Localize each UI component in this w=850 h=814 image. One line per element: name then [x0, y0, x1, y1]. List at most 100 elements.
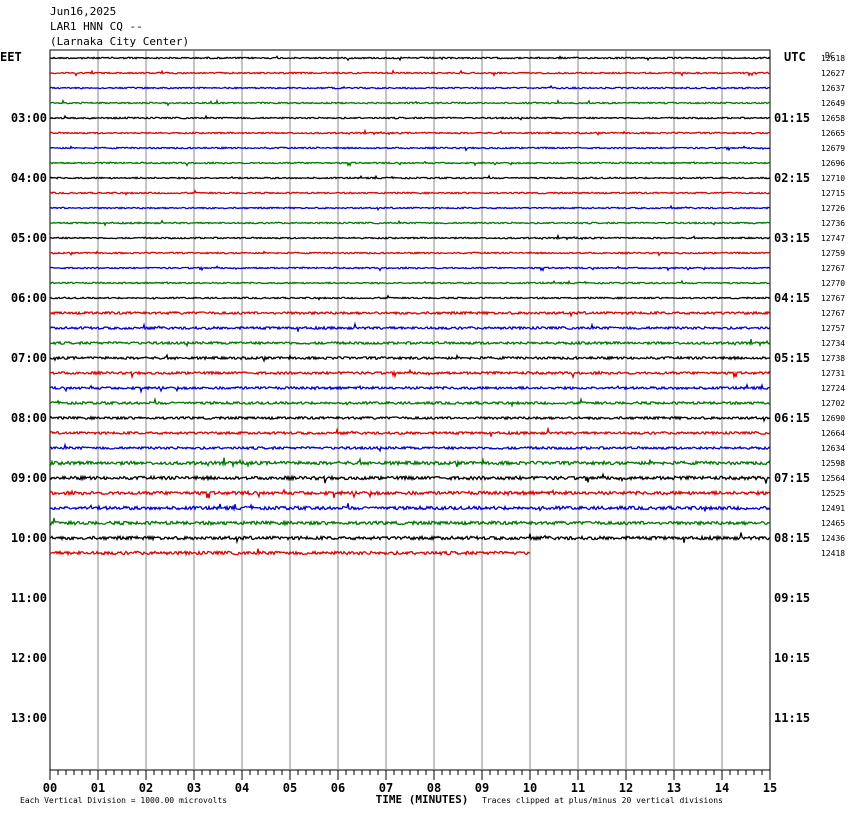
dc-offset-label: 12418 — [821, 549, 845, 558]
dc-offset-label: 12637 — [821, 84, 845, 93]
dc-offset-label: 12702 — [821, 399, 845, 408]
dc-offset-label: 12665 — [821, 129, 845, 138]
seismic-trace — [49, 338, 771, 348]
seismic-trace — [49, 204, 771, 211]
seismic-trace — [49, 321, 771, 332]
x-tick-label: 10 — [523, 781, 537, 795]
hour-label-right: 06:15 — [774, 411, 810, 425]
dc-offset-label: 12770 — [821, 279, 845, 288]
dc-offset-label: 12465 — [821, 519, 845, 528]
x-axis-label: TIME (MINUTES) — [376, 793, 469, 806]
x-tick-label: 11 — [571, 781, 585, 795]
seismic-trace — [49, 488, 771, 499]
dc-offset-label: 12690 — [821, 414, 845, 423]
seismic-trace — [49, 160, 771, 167]
x-tick-label: 00 — [43, 781, 57, 795]
seismic-trace — [49, 174, 771, 180]
hour-label-right: 01:15 — [774, 111, 810, 125]
plot-frame — [49, 49, 771, 771]
dc-offset-label: 12724 — [821, 384, 845, 393]
x-tick-label: 09 — [475, 781, 489, 795]
dc-offset-label: 12736 — [821, 219, 845, 228]
hour-label-left: 13:00 — [11, 711, 47, 725]
hour-label-left: 06:00 — [11, 291, 47, 305]
seismic-trace — [49, 415, 771, 423]
seismic-trace — [49, 145, 771, 152]
dc-offset-label: 12759 — [821, 249, 845, 258]
seismic-trace — [49, 233, 771, 241]
seismic-trace — [49, 503, 771, 512]
seismic-trace — [49, 219, 771, 227]
hour-label-left: 05:00 — [11, 231, 47, 245]
seismic-trace — [49, 353, 771, 363]
seismic-trace — [49, 472, 771, 484]
dc-offset-label: 12757 — [821, 324, 845, 333]
dc-offset-label: 12710 — [821, 174, 845, 183]
right-zone-label: UTC — [784, 50, 806, 64]
hour-label-left: 08:00 — [11, 411, 47, 425]
seismic-trace — [49, 532, 771, 545]
dc-offset-label: 12734 — [821, 339, 845, 348]
x-tick-label: 14 — [715, 781, 729, 795]
dc-offset-label: 12598 — [821, 459, 845, 468]
x-tick-label: 13 — [667, 781, 681, 795]
seismic-trace — [49, 279, 771, 285]
hour-label-right: 09:15 — [774, 591, 810, 605]
seismic-trace — [49, 442, 771, 453]
dc-offset-label: 12731 — [821, 369, 845, 378]
footer-clip-note: Traces clipped at plus/minus 20 vertical… — [482, 796, 723, 805]
header-station: LAR1 HNN CQ -- — [50, 20, 143, 33]
dc-offset-label: 12436 — [821, 534, 845, 543]
seismic-trace — [49, 548, 531, 557]
seismic-trace — [49, 396, 771, 408]
dc-label: DC — [825, 51, 835, 60]
x-tick-label: 01 — [91, 781, 105, 795]
dc-offset-label: 12564 — [821, 474, 845, 483]
seismic-trace — [49, 250, 770, 257]
seismic-trace — [49, 114, 771, 121]
x-tick-label: 12 — [619, 781, 633, 795]
x-tick-label: 03 — [187, 781, 201, 795]
hour-label-right: 08:15 — [774, 531, 810, 545]
hour-label-right: 07:15 — [774, 471, 810, 485]
dc-offset-label: 12715 — [821, 189, 845, 198]
hour-label-right: 11:15 — [774, 711, 810, 725]
dc-offset-label: 12767 — [821, 294, 845, 303]
x-tick-label: 06 — [331, 781, 345, 795]
x-tick-label: 15 — [763, 781, 777, 795]
header-location: (Larnaka City Center) — [50, 35, 190, 48]
seismic-trace — [49, 69, 771, 78]
seismic-trace — [49, 189, 771, 196]
hour-label-left: 10:00 — [11, 531, 47, 545]
hour-label-right: 10:15 — [774, 651, 810, 665]
hour-label-left: 12:00 — [11, 651, 47, 665]
dc-offset-label: 12696 — [821, 159, 845, 168]
x-tick-label: 07 — [379, 781, 393, 795]
x-tick-label: 05 — [283, 781, 297, 795]
dc-offset-label: 12738 — [821, 354, 845, 363]
dc-offset-label: 12664 — [821, 429, 845, 438]
seismic-trace — [49, 84, 771, 90]
hour-label-right: 02:15 — [774, 171, 810, 185]
x-tick-label: 04 — [235, 781, 249, 795]
x-tick-label: 02 — [139, 781, 153, 795]
seismic-trace — [49, 98, 771, 107]
seismic-trace — [49, 310, 771, 318]
header-date: Jun16,2025 — [50, 5, 117, 18]
dc-offset-label: 12491 — [821, 504, 845, 513]
hour-label-left: 03:00 — [11, 111, 47, 125]
seismic-trace — [49, 517, 771, 527]
dc-offset-label: 12767 — [821, 309, 845, 318]
seismic-trace — [49, 382, 771, 395]
dc-offset-label: 12634 — [821, 444, 845, 453]
dc-offset-label: 12679 — [821, 144, 845, 153]
seismic-trace — [49, 265, 771, 272]
hour-label-left: 07:00 — [11, 351, 47, 365]
seismic-trace — [49, 55, 771, 62]
left-zone-label: EET — [0, 50, 22, 64]
dc-offset-label: 12658 — [821, 114, 845, 123]
seismic-trace — [49, 426, 771, 437]
dc-offset-label: 12618 — [821, 54, 845, 63]
seismic-trace — [49, 294, 771, 301]
